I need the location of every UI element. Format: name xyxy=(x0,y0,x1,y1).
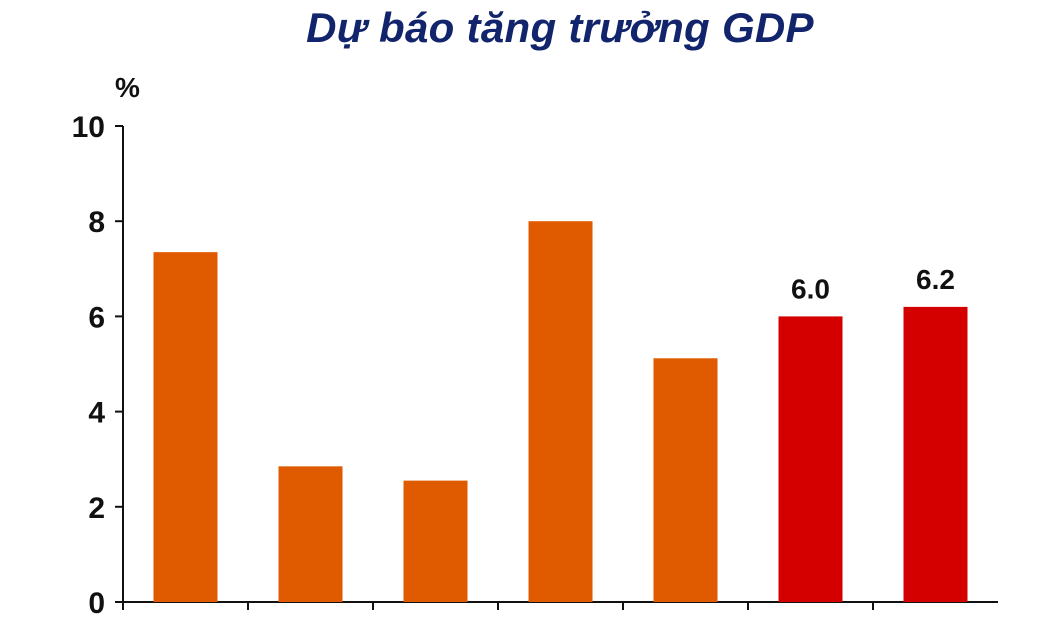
bar xyxy=(278,466,343,602)
bar xyxy=(903,306,968,602)
y-tick-label: 8 xyxy=(88,206,105,239)
y-axis-unit: % xyxy=(115,72,140,103)
bar-value-label: 6.2 xyxy=(916,264,955,295)
y-tick-label: 2 xyxy=(88,492,105,525)
bar xyxy=(528,221,593,602)
bar xyxy=(403,480,468,602)
y-tick-label: 6 xyxy=(88,301,105,334)
bar xyxy=(153,252,218,602)
chart-title: Dự báo tăng trưởng GDP xyxy=(306,4,814,51)
y-tick-label: 4 xyxy=(88,397,105,430)
bar xyxy=(653,358,718,602)
y-tick-label: 10 xyxy=(72,111,105,144)
bar xyxy=(778,316,843,602)
bar-value-label: 6.0 xyxy=(791,273,830,304)
y-tick-label: 0 xyxy=(88,587,105,620)
